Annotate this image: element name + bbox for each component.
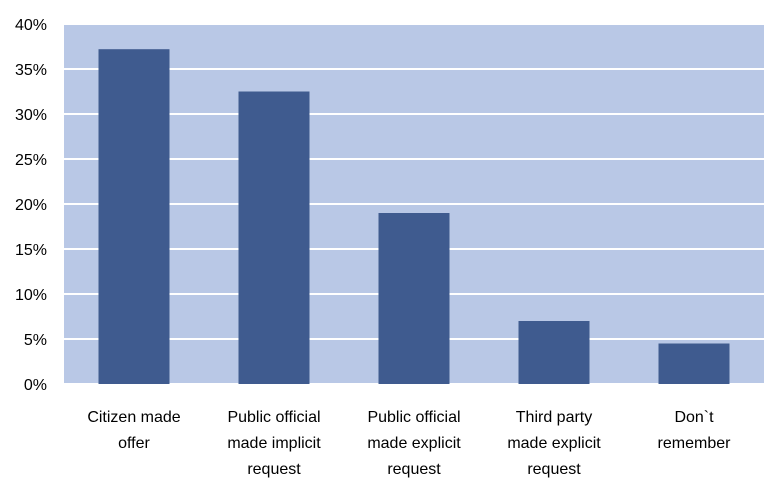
x-category-label-line: Third party (516, 409, 592, 426)
x-category-label-line: request (247, 461, 301, 478)
bar (238, 91, 310, 384)
x-category-label-line: made explicit (507, 435, 601, 452)
bars (98, 49, 730, 384)
y-tick-label: 0% (24, 377, 47, 394)
y-tick-label: 35% (15, 62, 47, 79)
x-category-label-line: made implicit (227, 435, 321, 452)
y-tick-label: 25% (15, 152, 47, 169)
x-category-label-line: Don`t (674, 409, 714, 426)
x-category-label-line: request (387, 461, 441, 478)
bar (518, 321, 590, 384)
bar (378, 213, 450, 384)
x-category-label-line: remember (658, 435, 732, 452)
x-category-label-line: request (527, 461, 581, 478)
y-tick-label: 10% (15, 287, 47, 304)
x-category-label: Don`t remember (658, 409, 732, 452)
bar (98, 49, 170, 384)
y-tick-label: 20% (15, 197, 47, 214)
bar (658, 343, 730, 384)
y-tick-label: 40% (15, 17, 47, 34)
x-category-label-line: Public official (367, 409, 460, 426)
x-category-label-line: Public official (227, 409, 320, 426)
x-axis-categories: Citizen made offer Public official made imp… (87, 409, 731, 478)
y-tick-label: 15% (15, 242, 47, 259)
y-tick-label: 30% (15, 107, 47, 124)
y-tick-label: 5% (24, 332, 47, 349)
x-category-label-line: Citizen made (87, 409, 180, 426)
x-category-label: Public official made explicit request (367, 409, 461, 478)
x-category-label: Public official made implicit request (227, 409, 321, 478)
x-category-label: Third party made explicit request (507, 409, 601, 478)
x-category-label-line: made explicit (367, 435, 461, 452)
x-category-label-line: offer (118, 435, 150, 452)
x-category-label: Citizen made offer (87, 409, 180, 452)
y-axis-ticks: 0% 5% 10% 15% 20% 25% 30% 35% 40% (15, 17, 47, 394)
